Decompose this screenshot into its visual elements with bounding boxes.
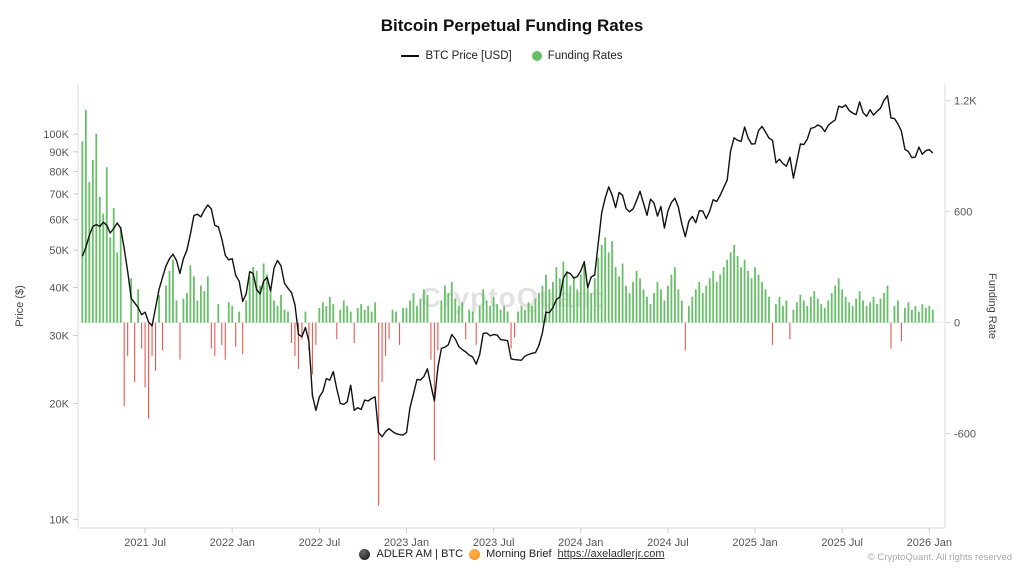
svg-text:1.2K: 1.2K xyxy=(954,96,977,108)
svg-text:2023 Jan: 2023 Jan xyxy=(384,537,429,549)
svg-text:90K: 90K xyxy=(49,147,69,159)
svg-text:40K: 40K xyxy=(49,282,69,294)
price-line xyxy=(81,95,934,438)
svg-text:50K: 50K xyxy=(49,245,69,257)
svg-text:2025 Jan: 2025 Jan xyxy=(732,537,777,549)
footer-link[interactable]: https://axeladlerjr.com xyxy=(557,548,665,560)
svg-text:2026 Jan: 2026 Jan xyxy=(907,537,952,549)
legend-item-funding-rates[interactable]: Funding Rates xyxy=(531,50,623,62)
svg-text:2022 Jan: 2022 Jan xyxy=(210,537,255,549)
svg-text:100K: 100K xyxy=(43,129,69,141)
funding-bars xyxy=(81,109,934,506)
footer: ADLER AM | BTC Morning Brief https://axe… xyxy=(0,548,1024,560)
page-title: Bitcoin Perpetual Funding Rates xyxy=(380,16,644,35)
coin-icon xyxy=(359,548,371,560)
svg-text:2024 Jul: 2024 Jul xyxy=(647,537,689,549)
svg-text:2025 Jul: 2025 Jul xyxy=(821,537,863,549)
cryptoquant-watermark: CryptoQuant xyxy=(420,282,603,313)
legend-item-btc-price[interactable]: BTC Price [USD] xyxy=(401,50,512,62)
legend: BTC Price [USD] Funding Rates xyxy=(0,50,1024,62)
svg-text:60K: 60K xyxy=(49,215,69,227)
svg-text:30K: 30K xyxy=(49,331,69,343)
funding-axis-label: Funding Rate xyxy=(986,272,998,340)
copyright-notice: © CryptoQuant. All rights reserved xyxy=(867,552,1012,563)
legend-label-funding-rates: Funding Rates xyxy=(547,50,623,62)
footer-brief: Morning Brief xyxy=(486,548,552,560)
svg-text:70K: 70K xyxy=(49,189,69,201)
legend-label-btc-price: BTC Price [USD] xyxy=(425,50,512,62)
svg-text:2022 Jul: 2022 Jul xyxy=(299,537,341,549)
price-line-swatch-icon xyxy=(401,55,420,57)
funding-dot-swatch-icon xyxy=(531,51,542,61)
footer-brand: ADLER AM | BTC xyxy=(376,548,464,560)
funding-axis-ticks: 1.2K 600 0 -600 xyxy=(945,96,977,441)
price-axis-ticks: 100K 90K 80K 70K 60K 50K 40K 30K 20K 10K xyxy=(43,129,78,526)
svg-text:600: 600 xyxy=(954,207,972,219)
svg-text:10K: 10K xyxy=(49,514,69,526)
svg-text:2021 Jul: 2021 Jul xyxy=(124,537,166,549)
x-axis-ticks: 2021 Jul 2022 Jan 2022 Jul 2023 Jan 2023 Jul… xyxy=(124,528,952,549)
svg-text:20K: 20K xyxy=(49,398,69,410)
svg-text:2023 Jul: 2023 Jul xyxy=(473,537,515,549)
svg-text:-600: -600 xyxy=(954,429,976,441)
svg-text:0: 0 xyxy=(954,318,960,330)
svg-text:2024 Jan: 2024 Jan xyxy=(558,537,603,549)
svg-text:80K: 80K xyxy=(49,167,69,179)
bitcoin-orange-icon xyxy=(469,548,481,560)
price-axis-label: Price ($) xyxy=(14,285,26,327)
